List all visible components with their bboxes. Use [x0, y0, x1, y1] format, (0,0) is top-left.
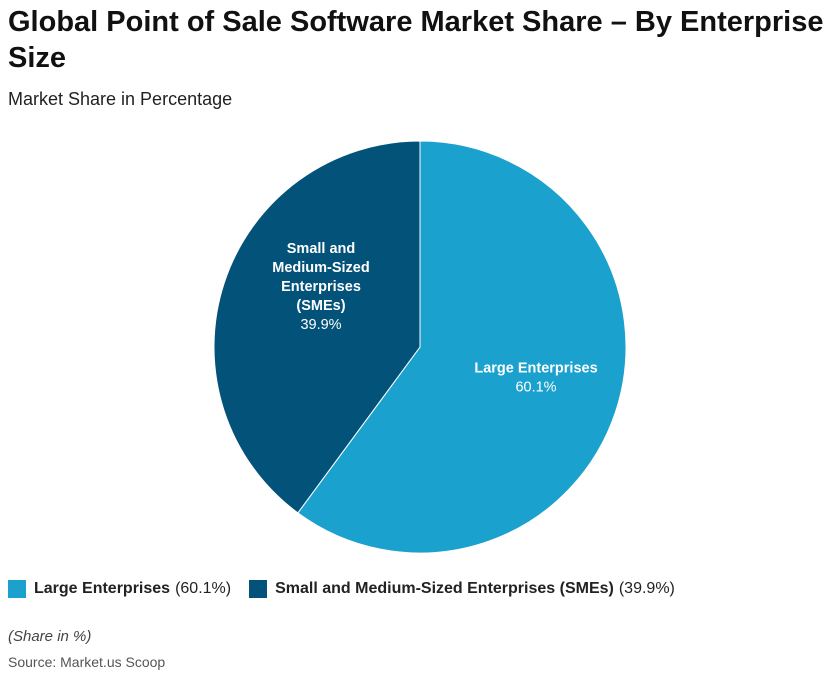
- slice-label-line: Small and: [287, 241, 356, 257]
- slice-value-label: 39.9%: [300, 317, 341, 333]
- legend-swatch-large-enterprises: [8, 580, 26, 598]
- legend: Large Enterprises (60.1%) Small and Medi…: [8, 580, 693, 598]
- slice-label-line: Enterprises: [281, 279, 361, 295]
- slice-label-large-enterprises: Large Enterprises 60.1%: [474, 361, 597, 396]
- slice-value-label: 60.1%: [515, 380, 556, 396]
- slice-label-line: (SMEs): [296, 298, 345, 314]
- legend-item-large-enterprises[interactable]: Large Enterprises (60.1%): [8, 580, 231, 598]
- legend-value-smes: (39.9%): [618, 580, 675, 597]
- slice-label-small-and-medium-sized-enterprises-smes: Small and Medium-Sized Enterprises (SMEs) 39…: [272, 241, 369, 333]
- legend-swatch-smes: [249, 580, 268, 598]
- pie-slice-small-and-medium-sized-enterprises-smes[interactable]: [213, 140, 421, 514]
- unit-note: (Share in %): [8, 628, 92, 645]
- slice-label-line: Medium-Sized: [272, 260, 369, 276]
- legend-label-smes: Small and Medium-Sized Enterprises (SMEs…: [275, 580, 614, 597]
- source-credit: Source: Market.us Scoop: [8, 654, 166, 670]
- chart-title: Global Point of Sale Software Market Sha…: [8, 6, 824, 74]
- legend-item-smes[interactable]: Small and Medium-Sized Enterprises (SMEs…: [249, 580, 675, 598]
- chart-subtitle: Market Share in Percentage: [8, 89, 233, 109]
- legend-value-large-enterprises: (60.1%): [175, 580, 232, 597]
- legend-label-large-enterprises: Large Enterprises: [34, 580, 171, 597]
- slice-label-line: Large Enterprises: [474, 361, 597, 377]
- pie-slice-large-enterprises[interactable]: [297, 140, 627, 554]
